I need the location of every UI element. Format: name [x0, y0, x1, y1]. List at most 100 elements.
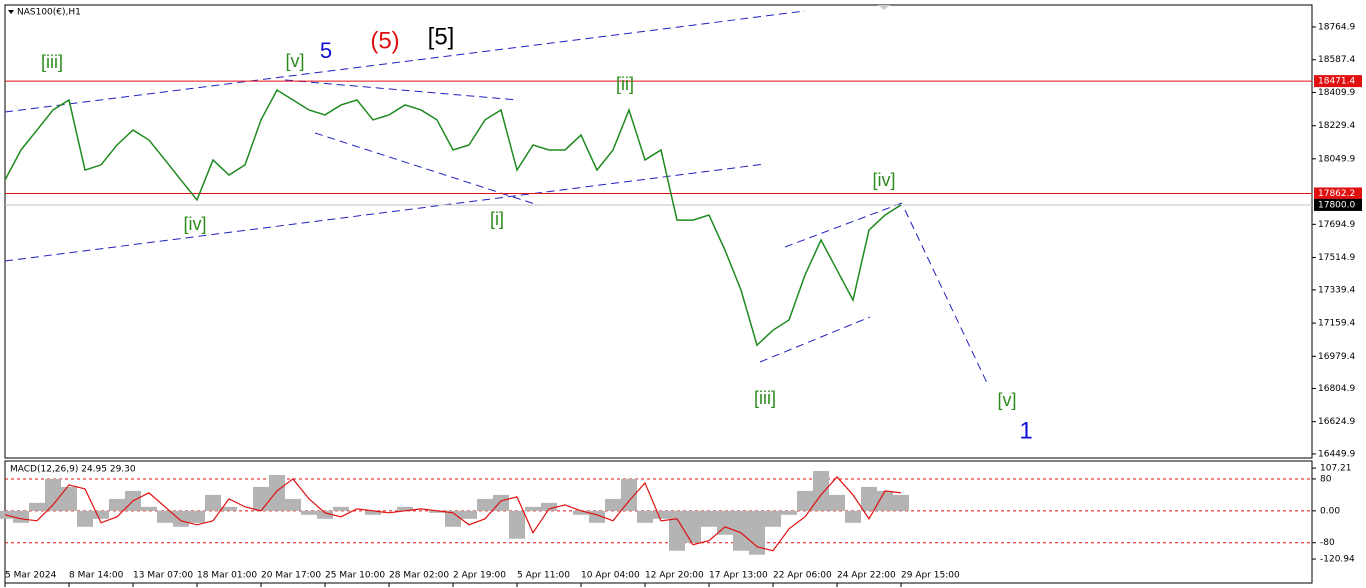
macd-bar: [317, 510, 333, 519]
macd-bar: [861, 486, 877, 511]
level-label-box: [1314, 198, 1362, 211]
x-tick-label: 20 Mar 17:00: [261, 571, 321, 581]
y-tick-label: 18049.9: [1318, 154, 1355, 164]
wave-label: [i]: [490, 209, 504, 229]
wave-label: [5]: [428, 23, 455, 50]
x-tick-label: 28 Mar 02:00: [389, 571, 449, 581]
macd-bar: [45, 478, 61, 511]
title-arrow: [8, 10, 14, 14]
macd-y-tick-label: 107.21: [1320, 464, 1352, 474]
macd-y-tick-label: -80: [1320, 538, 1335, 548]
wave-label: [iii]: [41, 52, 63, 72]
x-tick-label: 10 Apr 04:00: [581, 571, 640, 581]
macd-bar: [605, 498, 621, 511]
macd-bar: [29, 502, 45, 511]
macd-bar: [893, 494, 909, 511]
macd-bar: [589, 510, 605, 523]
x-tick-label: 25 Mar 10:00: [325, 571, 385, 581]
marker: [878, 5, 890, 10]
macd-bar: [813, 470, 829, 511]
y-tick-label: 16979.4: [1318, 352, 1355, 362]
macd-bar: [141, 506, 157, 511]
x-tick-label: 5 Apr 11:00: [517, 571, 570, 581]
macd-bar: [685, 510, 701, 543]
trend-line: [759, 316, 871, 363]
price-panel: [4, 4, 1313, 459]
level-label: 17862.2: [1318, 189, 1355, 199]
macd-bar: [509, 510, 525, 539]
y-tick-label: 18587.4: [1318, 55, 1355, 65]
y-tick-label: 17159.4: [1318, 319, 1355, 329]
y-tick-label: 16624.9: [1318, 417, 1355, 427]
macd-bar: [333, 506, 349, 511]
x-tick-label: 24 Apr 22:00: [837, 571, 896, 581]
wave-label: [iii]: [754, 388, 776, 408]
macd-bar: [733, 510, 749, 551]
x-tick-label: 2 Apr 19:00: [453, 571, 506, 581]
macd-bar: [269, 474, 285, 511]
macd-y-tick-label: 0.00: [1320, 506, 1340, 516]
macd-bar: [637, 510, 653, 523]
macd-bar: [285, 498, 301, 511]
trend-lines: [4, 10, 989, 386]
level-label: 18471.4: [1318, 77, 1355, 87]
macd-bar: [829, 494, 845, 511]
wave-label: [v]: [997, 390, 1016, 410]
macd-bar: [205, 494, 221, 511]
y-tick-label: 17339.4: [1318, 285, 1355, 295]
macd-y-tick-label: 80: [1320, 474, 1332, 484]
x-tick-label: 17 Apr 13:00: [709, 571, 768, 581]
y-tick-label: 17694.9: [1318, 220, 1355, 230]
wave-label: [iv]: [183, 214, 206, 234]
macd-bar: [797, 490, 813, 511]
macd-bar: [109, 498, 125, 511]
macd-y-tick-label: -120.94: [1320, 555, 1355, 565]
wave-label: (5): [370, 27, 399, 54]
chart-title: NAS100(€),H1: [17, 8, 81, 18]
macd-bar: [173, 510, 189, 527]
trend-line: [4, 10, 806, 113]
trend-line: [784, 202, 903, 248]
macd-bar: [701, 510, 717, 527]
level-label: 17800.0: [1318, 200, 1355, 210]
macd-bar: [621, 478, 637, 511]
macd-bar: [253, 486, 269, 511]
macd-bar: [877, 490, 893, 511]
macd-bar: [781, 510, 797, 515]
macd-bar: [477, 498, 493, 511]
y-tick-label: 17514.9: [1318, 253, 1355, 263]
x-tick-label: 5 Mar 2024: [5, 571, 57, 581]
macd-bar: [541, 502, 557, 511]
macd-bar: [157, 510, 173, 523]
y-tick-label: 18409.9: [1318, 88, 1355, 98]
x-tick-label: 8 Mar 14:00: [69, 571, 124, 581]
macd-bar: [573, 510, 589, 515]
wave-label: 5: [320, 38, 332, 63]
price-line: [4, 88, 902, 347]
x-tick-label: 22 Apr 06:00: [773, 571, 832, 581]
y-tick-label: 16804.9: [1318, 384, 1355, 394]
macd-bar: [653, 510, 669, 519]
macd-bar: [13, 510, 29, 523]
macd-bar: [221, 506, 237, 511]
macd-bar: [429, 510, 445, 513]
macd-title: MACD(12,26,9) 24.95 29.30: [10, 465, 136, 475]
wave-label: [ii]: [616, 74, 634, 94]
macd-bar: [461, 510, 477, 519]
wave-label: [iv]: [872, 170, 895, 190]
trend-line: [4, 163, 766, 262]
macd-panel: [4, 460, 1313, 584]
macd-bar: [669, 510, 685, 551]
macd-bar: [445, 510, 461, 527]
macd-bar: [301, 510, 317, 515]
signal-line: [4, 476, 902, 552]
wave-label: 1: [1019, 417, 1032, 444]
y-tick-label: 18229.4: [1318, 121, 1355, 131]
macd-bar: [845, 510, 861, 523]
x-tick-label: 18 Mar 01:00: [197, 571, 257, 581]
macd-bar: [365, 510, 381, 515]
x-tick-label: 13 Mar 07:00: [133, 571, 193, 581]
macd-bar: [61, 486, 77, 511]
